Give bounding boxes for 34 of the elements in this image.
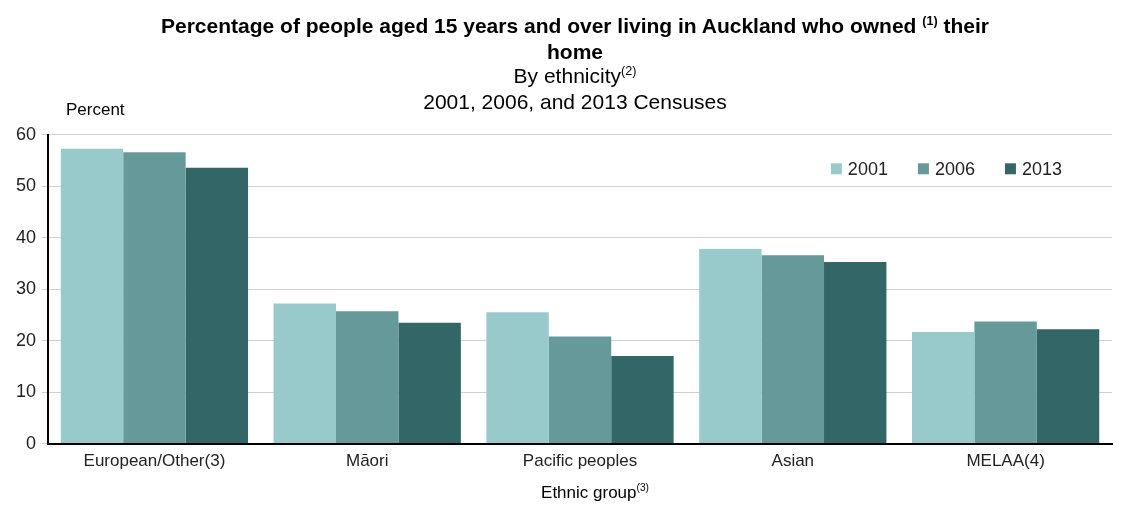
bar [761,255,825,444]
bar [486,312,549,444]
bar [548,336,612,444]
y-tick-label: 40 [15,226,37,247]
x-axis-title: Ethnic group$^{(3)}$ [540,482,650,503]
legend-label: 2013 [1021,158,1062,179]
bar [60,148,124,444]
y-tick-label: 30 [15,278,37,299]
x-tick-label: Pacific peoples [522,451,638,471]
bar [273,303,337,444]
bar [398,322,461,444]
chart-subtitle: By ethnicity$^{(2)}$ 2001, 2006, and 2013 Censuses [423,64,727,113]
bar [911,331,975,444]
legend-label: 2001 [847,158,888,179]
bar [699,249,762,444]
y-tick-label: 50 [15,175,37,196]
y-tick-label: 0 [26,432,37,453]
x-tick-label: Asian [771,451,815,471]
bar [974,321,1037,444]
y-tick-label: 20 [15,329,37,350]
x-tick-label: MELAA(4) [966,451,1045,471]
y-tick-label: 60 [15,123,37,144]
legend-label: 2006 [934,158,975,179]
bar [185,167,249,444]
x-tick-label: Māori [345,451,389,471]
chart-title: Percentage of people aged 15 years and over living in Auckland who owned $^{(1)}$ their home [161,14,989,63]
bar [336,311,399,444]
y-tick-label: 10 [15,381,37,402]
bar [123,152,186,444]
bar [824,261,887,444]
bar [1036,329,1100,444]
y-axis-title: Percent [66,100,125,120]
x-tick-label: European/Other(3) [83,451,226,471]
bar [611,356,674,444]
